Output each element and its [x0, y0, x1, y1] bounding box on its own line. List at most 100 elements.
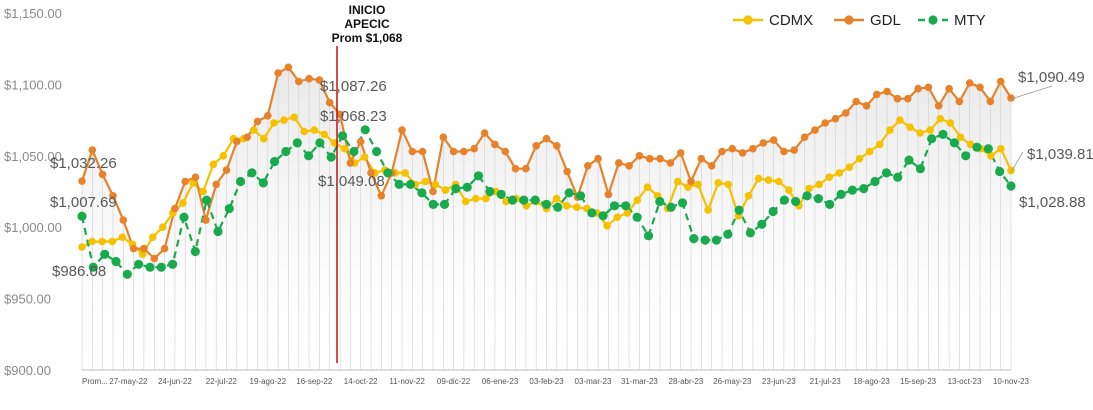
data-point-gdl: [996, 77, 1005, 86]
x-tick-label: 13-oct-23: [948, 377, 982, 386]
data-point-mty: [485, 186, 495, 197]
x-tick-label: 24-jun-22: [158, 377, 192, 386]
data-point-mty: [768, 206, 778, 217]
data-label: $1,028.88: [1019, 194, 1086, 211]
leader-line: [1010, 151, 1024, 173]
data-point-cdmx: [926, 126, 934, 134]
data-point-gdl: [883, 87, 891, 96]
data-point-mty: [507, 195, 518, 205]
x-tick-label: 23-jun-23: [762, 377, 796, 386]
data-point-gdl: [202, 216, 210, 224]
data-point-gdl: [584, 162, 592, 170]
data-point-cdmx: [270, 119, 278, 127]
data-point-mty: [700, 235, 710, 245]
data-point-mty: [949, 138, 960, 148]
data-point-cdmx: [290, 113, 298, 121]
data-point-gdl: [759, 139, 768, 147]
data-point-cdmx: [987, 152, 995, 160]
y-tick-label: $950.00: [4, 292, 51, 307]
x-tick-label: 14-oct-22: [344, 377, 378, 386]
legend-swatch-dot-gdl: [844, 15, 854, 25]
data-point-cdmx: [108, 237, 117, 246]
data-point-mty: [473, 171, 484, 181]
data-point-mty: [621, 201, 631, 211]
data-point-gdl: [222, 166, 231, 174]
data-point-mty: [983, 144, 993, 154]
data-point-gdl: [305, 74, 313, 83]
data-point-gdl: [707, 162, 716, 170]
data-point-mty: [541, 199, 552, 209]
data-label: $1,049.08: [318, 173, 385, 190]
y-tick-label: $1,150.00: [4, 6, 62, 21]
data-point-mty: [666, 202, 676, 212]
data-point-gdl: [284, 63, 293, 72]
data-point-cdmx: [916, 129, 924, 137]
data-point-mty: [439, 199, 450, 209]
data-point-mty: [190, 246, 200, 257]
data-point-gdl: [821, 119, 829, 127]
data-point-gdl: [171, 204, 179, 213]
data-point-gdl: [264, 112, 272, 120]
legend-label-cdmx: CDMX: [769, 12, 813, 29]
data-point-mty: [927, 134, 937, 144]
data-point-gdl: [687, 177, 695, 186]
data-point-mty: [587, 208, 597, 218]
data-point-mty: [168, 259, 178, 269]
data-point-gdl: [325, 98, 334, 107]
data-point-gdl: [749, 144, 757, 153]
data-point-gdl: [780, 147, 788, 156]
data-point-gdl: [78, 177, 86, 185]
x-tick-label: 21-jul-23: [810, 377, 842, 386]
y-tick-label: $1,100.00: [4, 77, 62, 92]
data-point-cdmx: [865, 147, 874, 156]
data-point-mty: [428, 199, 438, 209]
x-tick-label: 15-sep-23: [900, 377, 937, 386]
data-point-gdl: [831, 114, 840, 123]
data-point-mty: [734, 205, 744, 215]
data-label: $1,032.26: [50, 155, 117, 172]
data-point-cdmx: [472, 194, 480, 203]
data-point-gdl: [718, 147, 726, 156]
x-tick-label: 22-jul-22: [206, 377, 238, 386]
data-point-mty: [156, 262, 166, 272]
data-point-gdl: [625, 162, 633, 170]
data-point-cdmx: [775, 177, 783, 186]
data-point-mty: [360, 125, 370, 135]
data-point-cdmx: [461, 197, 470, 206]
data-point-cdmx: [674, 177, 682, 186]
data-point-gdl: [842, 109, 850, 117]
x-tick-label: 31-mar-23: [621, 377, 658, 386]
data-point-gdl: [212, 180, 220, 189]
data-point-mty: [723, 229, 733, 239]
data-point-cdmx: [825, 173, 833, 181]
data-point-mty: [179, 212, 189, 222]
data-point-mty: [813, 194, 824, 204]
data-point-gdl: [191, 173, 200, 181]
data-point-cdmx: [421, 177, 430, 186]
data-label: $1,090.49: [1018, 69, 1085, 86]
data-point-gdl: [150, 254, 159, 263]
x-tick-label: 10-nov-23: [993, 377, 1030, 386]
data-point-cdmx: [118, 233, 127, 241]
data-point-mty: [224, 204, 234, 214]
data-point-cdmx: [805, 184, 813, 193]
data-point-mty: [677, 198, 688, 208]
data-point-mty: [88, 262, 98, 272]
data-label: $1,007.69: [50, 194, 117, 211]
legend-swatch-dot-cdmx: [743, 15, 753, 25]
data-point-gdl: [181, 177, 189, 186]
data-point-mty: [711, 235, 722, 245]
data-point-mty: [847, 185, 858, 195]
data-point-cdmx: [573, 203, 581, 211]
data-point-mty: [632, 212, 642, 222]
data-point-cdmx: [310, 126, 319, 134]
data-point-gdl: [295, 77, 303, 86]
data-point-gdl: [615, 159, 623, 167]
data-point-cdmx: [875, 140, 884, 149]
data-point-cdmx: [159, 223, 167, 231]
data-point-cdmx: [199, 187, 207, 196]
data-point-cdmx: [401, 169, 409, 177]
data-point-mty: [757, 219, 767, 229]
data-point-gdl: [119, 216, 128, 224]
